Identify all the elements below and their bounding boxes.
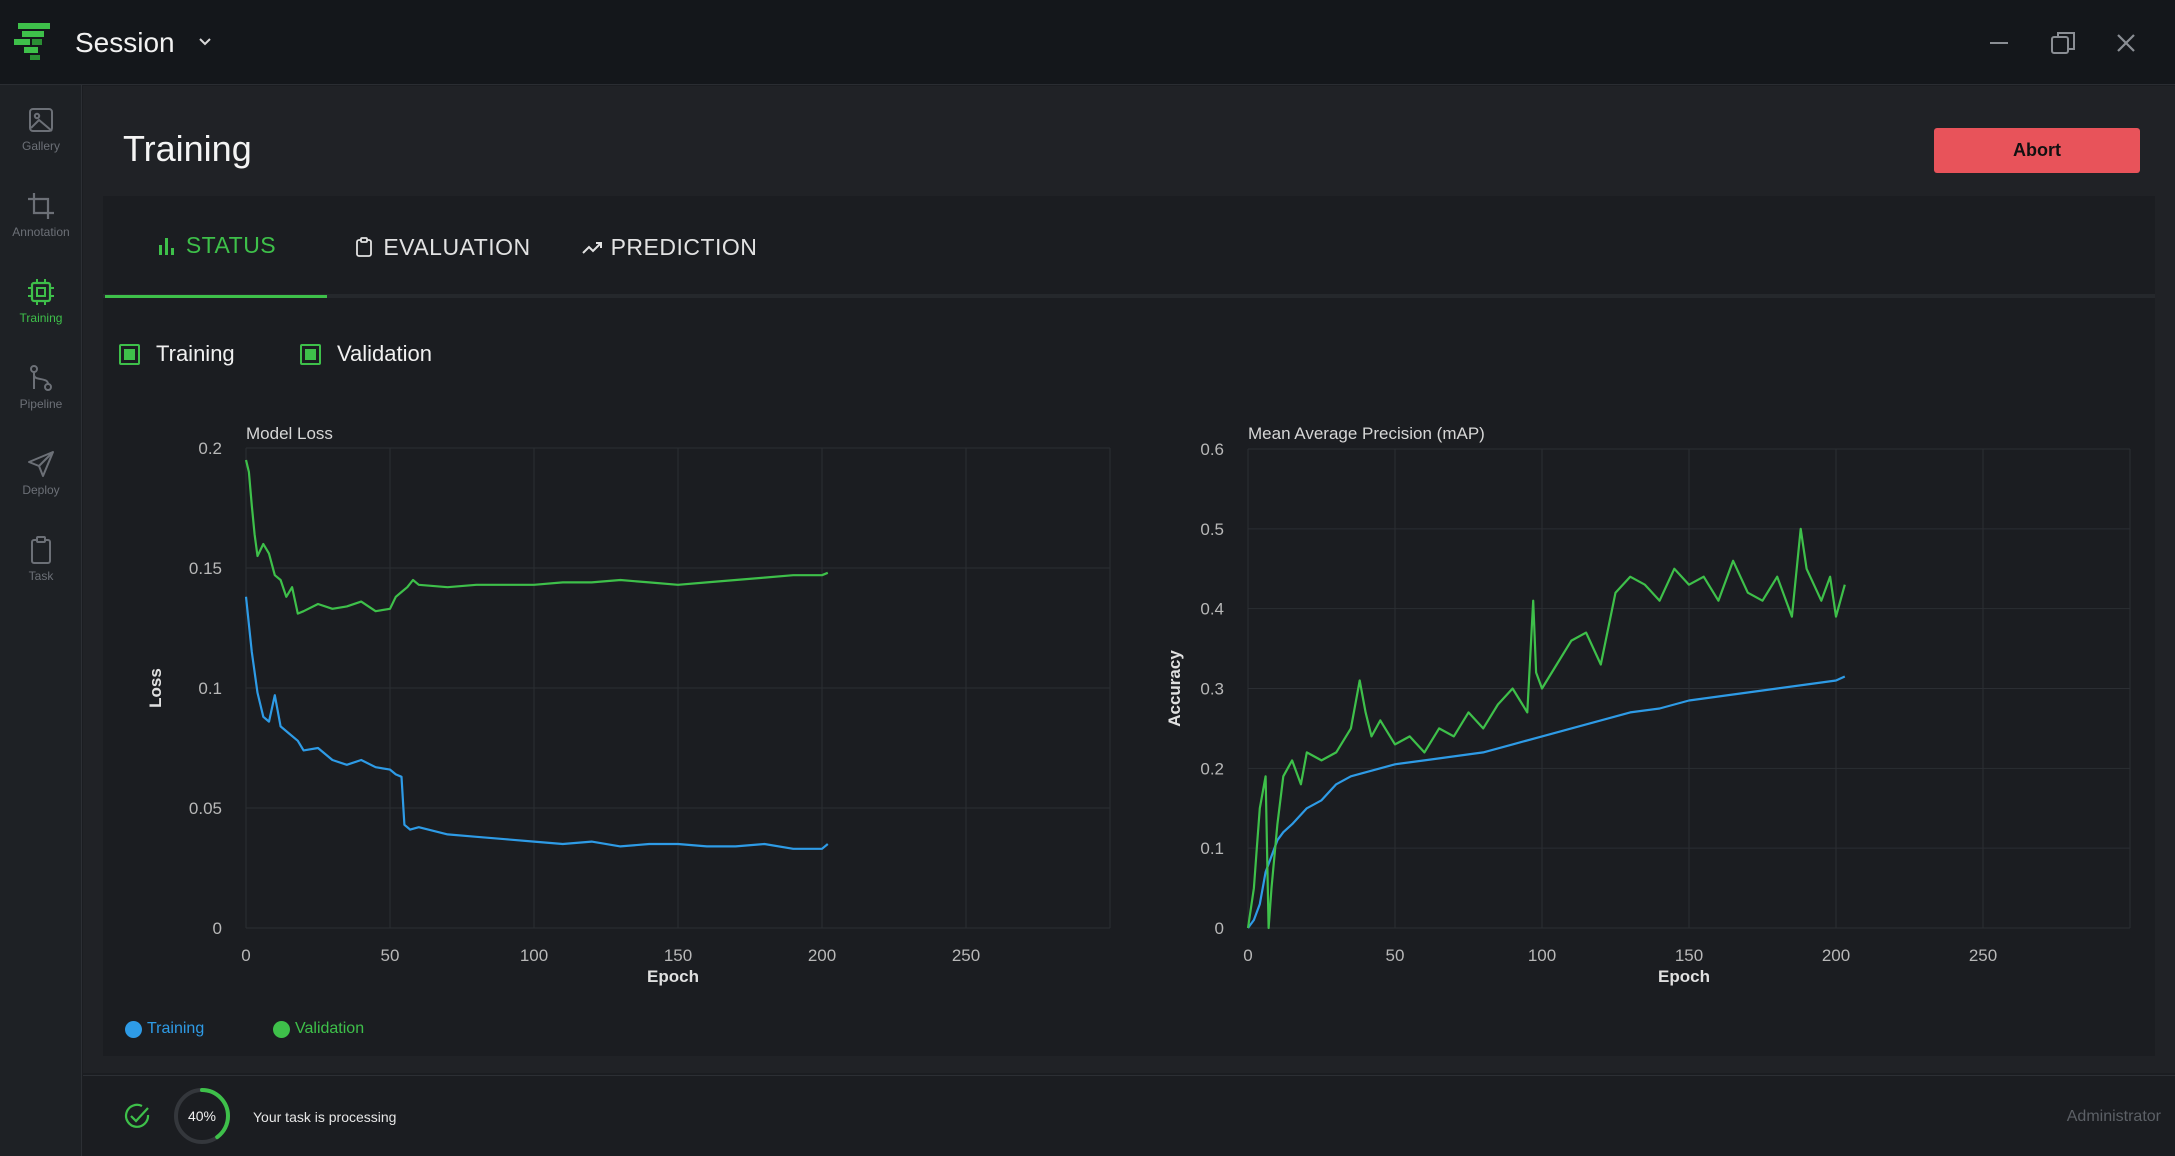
main-content: Training Abort STATUS EVALUATION (83, 86, 2175, 1073)
series-line-validation (244, 459, 829, 615)
y-axis-label: Loss (146, 668, 165, 708)
sidebar-item-label: Gallery (21, 139, 60, 153)
sidebar-item-pipeline[interactable]: Pipeline (0, 343, 82, 423)
sidebar-item-annotation[interactable]: Annotation (0, 171, 82, 251)
page-title: Training (123, 128, 252, 169)
clipboard-icon (356, 237, 373, 257)
map-chart: Mean Average Precision (mAP) 0 0.1 0.2 0.3 0.… (1165, 424, 2131, 986)
progress-label: 40% (188, 1108, 216, 1124)
x-tick-label: 0 (1243, 946, 1252, 965)
legend-training-label: Training (147, 1020, 205, 1037)
user-name[interactable]: Administrator (2066, 1108, 2161, 1125)
legend-validation[interactable]: Validation (273, 1020, 364, 1038)
app-logo-icon (14, 23, 50, 60)
x-tick-label: 250 (1969, 946, 1997, 965)
validation-checkbox[interactable] (300, 343, 321, 365)
tab-bar: STATUS EVALUATION PREDICTION (103, 196, 2155, 298)
y-axis-label: Accuracy (1165, 650, 1184, 727)
legend-validation-label: Validation (295, 1020, 365, 1037)
x-tick-label: 150 (1675, 946, 1703, 965)
y-tick-label: 0.3 (1200, 680, 1224, 699)
title-bar: Session (0, 0, 2175, 85)
trending-up-icon (581, 242, 602, 254)
sidebar-item-label: Annotation (12, 225, 70, 239)
status-message: Your task is processing (253, 1109, 397, 1125)
training-checkbox[interactable] (119, 343, 140, 365)
x-tick-label: 250 (952, 946, 980, 965)
tab-label: STATUS (185, 232, 277, 258)
close-icon[interactable] (2109, 26, 2143, 60)
training-toggle-label: Training (156, 341, 235, 366)
training-toggle[interactable]: Training (119, 341, 235, 367)
git-branch-icon (30, 365, 52, 391)
sidebar-item-label: Pipeline (19, 397, 63, 411)
series-line-validation (1246, 527, 1846, 930)
tab-evaluation[interactable]: EVALUATION (337, 196, 547, 298)
x-tick-label: 100 (520, 946, 548, 965)
tab-status[interactable]: STATUS (105, 196, 327, 298)
y-tick-label: 0.5 (1200, 520, 1224, 539)
x-axis-label: Epoch (1658, 967, 1710, 986)
y-tick-label: 0 (1215, 919, 1224, 938)
x-tick-label: 200 (808, 946, 836, 965)
sidebar-item-gallery[interactable]: Gallery (0, 85, 82, 165)
chart-title: Mean Average Precision (mAP) (1248, 424, 1485, 443)
y-tick-label: 0.6 (1200, 440, 1224, 459)
chevron-down-icon[interactable] (194, 31, 216, 53)
bar-chart-icon (158, 237, 174, 255)
y-tick-label: 0.05 (189, 799, 222, 818)
minimize-icon[interactable] (1982, 26, 2016, 60)
sidebar-item-label: Task (28, 569, 54, 583)
crop-icon (28, 193, 54, 219)
sidebar: Gallery Annotation Training (0, 85, 82, 1156)
y-tick-label: 0.15 (189, 559, 222, 578)
y-tick-label: 0 (213, 919, 222, 938)
tab-label: PREDICTION (610, 233, 758, 260)
y-tick-label: 0.1 (1200, 839, 1224, 858)
x-axis-label: Epoch (647, 967, 699, 986)
model-loss-chart: Model Loss 0 0.05 0.1 0.15 0.2 0 50 100 150 200 250… (146, 424, 1111, 986)
x-tick-label: 150 (664, 946, 692, 965)
validation-toggle-label: Validation (337, 341, 432, 366)
check-circle-icon (124, 1103, 150, 1128)
y-tick-label: 0.4 (1200, 600, 1224, 619)
session-title: Session (75, 27, 175, 58)
series-line-training (244, 596, 829, 850)
training-panel: STATUS EVALUATION PREDICTION Training (103, 196, 2155, 1056)
sidebar-item-label: Deploy (22, 483, 60, 497)
y-tick-label: 0.2 (198, 439, 222, 458)
cpu-chip-icon (28, 279, 54, 305)
sidebar-item-training[interactable]: Training (0, 257, 82, 337)
x-tick-label: 200 (1822, 946, 1850, 965)
x-tick-label: 100 (1528, 946, 1556, 965)
y-tick-label: 0.2 (1200, 759, 1224, 778)
y-tick-label: 0.1 (198, 679, 222, 698)
sidebar-item-deploy[interactable]: Deploy (0, 429, 82, 509)
validation-toggle[interactable]: Validation (300, 341, 432, 367)
restore-icon[interactable] (2046, 26, 2080, 60)
x-tick-label: 50 (1386, 946, 1405, 965)
abort-button[interactable]: Abort (1934, 128, 2140, 173)
x-tick-label: 0 (241, 946, 250, 965)
image-icon (29, 108, 53, 132)
status-bar: 40% Your task is processing Administrato… (83, 1075, 2175, 1156)
tab-prediction[interactable]: PREDICTION (569, 196, 769, 298)
series-line-training (1247, 675, 1846, 929)
progress-ring: 40% (174, 1088, 230, 1144)
legend-training[interactable]: Training (125, 1020, 204, 1038)
x-tick-label: 50 (381, 946, 400, 965)
send-icon (28, 451, 54, 477)
sidebar-item-label: Training (19, 311, 63, 325)
sidebar-item-task[interactable]: Task (0, 515, 82, 595)
chart-title: Model Loss (246, 424, 333, 443)
clipboard-icon (31, 536, 51, 564)
training-dot (125, 1020, 142, 1038)
validation-dot (273, 1020, 290, 1038)
tab-label: EVALUATION (383, 233, 531, 260)
